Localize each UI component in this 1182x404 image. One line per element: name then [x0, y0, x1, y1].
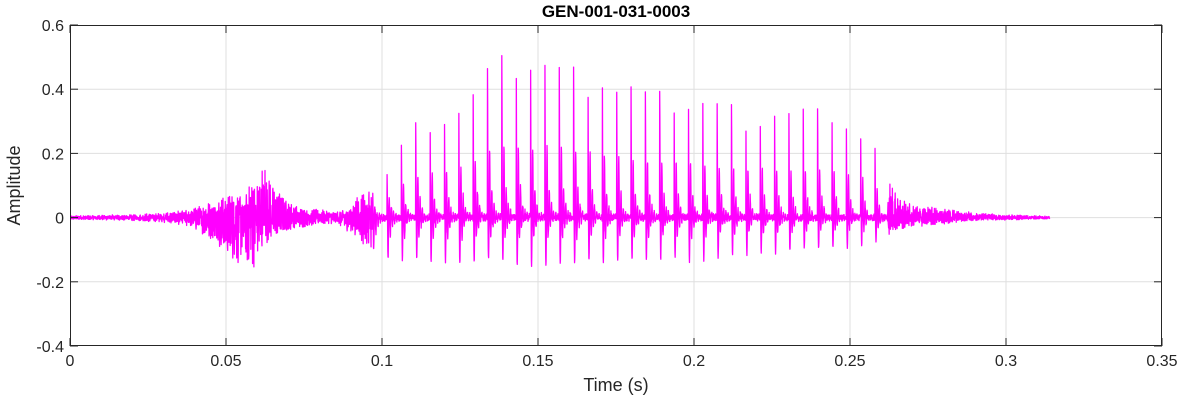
x-tick-label: 0.25 [834, 353, 865, 370]
y-axis-label: Amplitude [4, 145, 24, 225]
x-tick-label: 0.2 [683, 353, 705, 370]
chart-title: GEN-001-031-0003 [542, 2, 690, 21]
x-axis-label: Time (s) [583, 375, 648, 395]
y-tick-label: 0.4 [42, 82, 64, 99]
x-tick-label: 0 [66, 353, 75, 370]
x-tick-label: 0.3 [995, 353, 1017, 370]
y-tick-label: -0.2 [36, 275, 64, 292]
y-tick-label: 0.6 [42, 18, 64, 35]
waveform-series [70, 55, 1051, 268]
axes-box [70, 25, 1162, 346]
y-tick-label: 0.2 [42, 146, 64, 163]
x-tick-label: 0.15 [522, 353, 553, 370]
waveform-line [70, 55, 1051, 268]
x-tick-labels: 0 0.05 0.1 0.15 0.2 0.25 0.3 0.35 [66, 353, 1178, 370]
y-tick-label: -0.4 [36, 339, 64, 356]
y-tick-label: 0 [55, 211, 64, 228]
tick-marks [69, 24, 1163, 347]
y-tick-labels: -0.4 -0.2 0 0.2 0.4 0.6 [36, 18, 64, 356]
x-tick-label: 0.1 [371, 353, 393, 370]
x-tick-label: 0.35 [1146, 353, 1177, 370]
x-tick-label: 0.05 [210, 353, 241, 370]
